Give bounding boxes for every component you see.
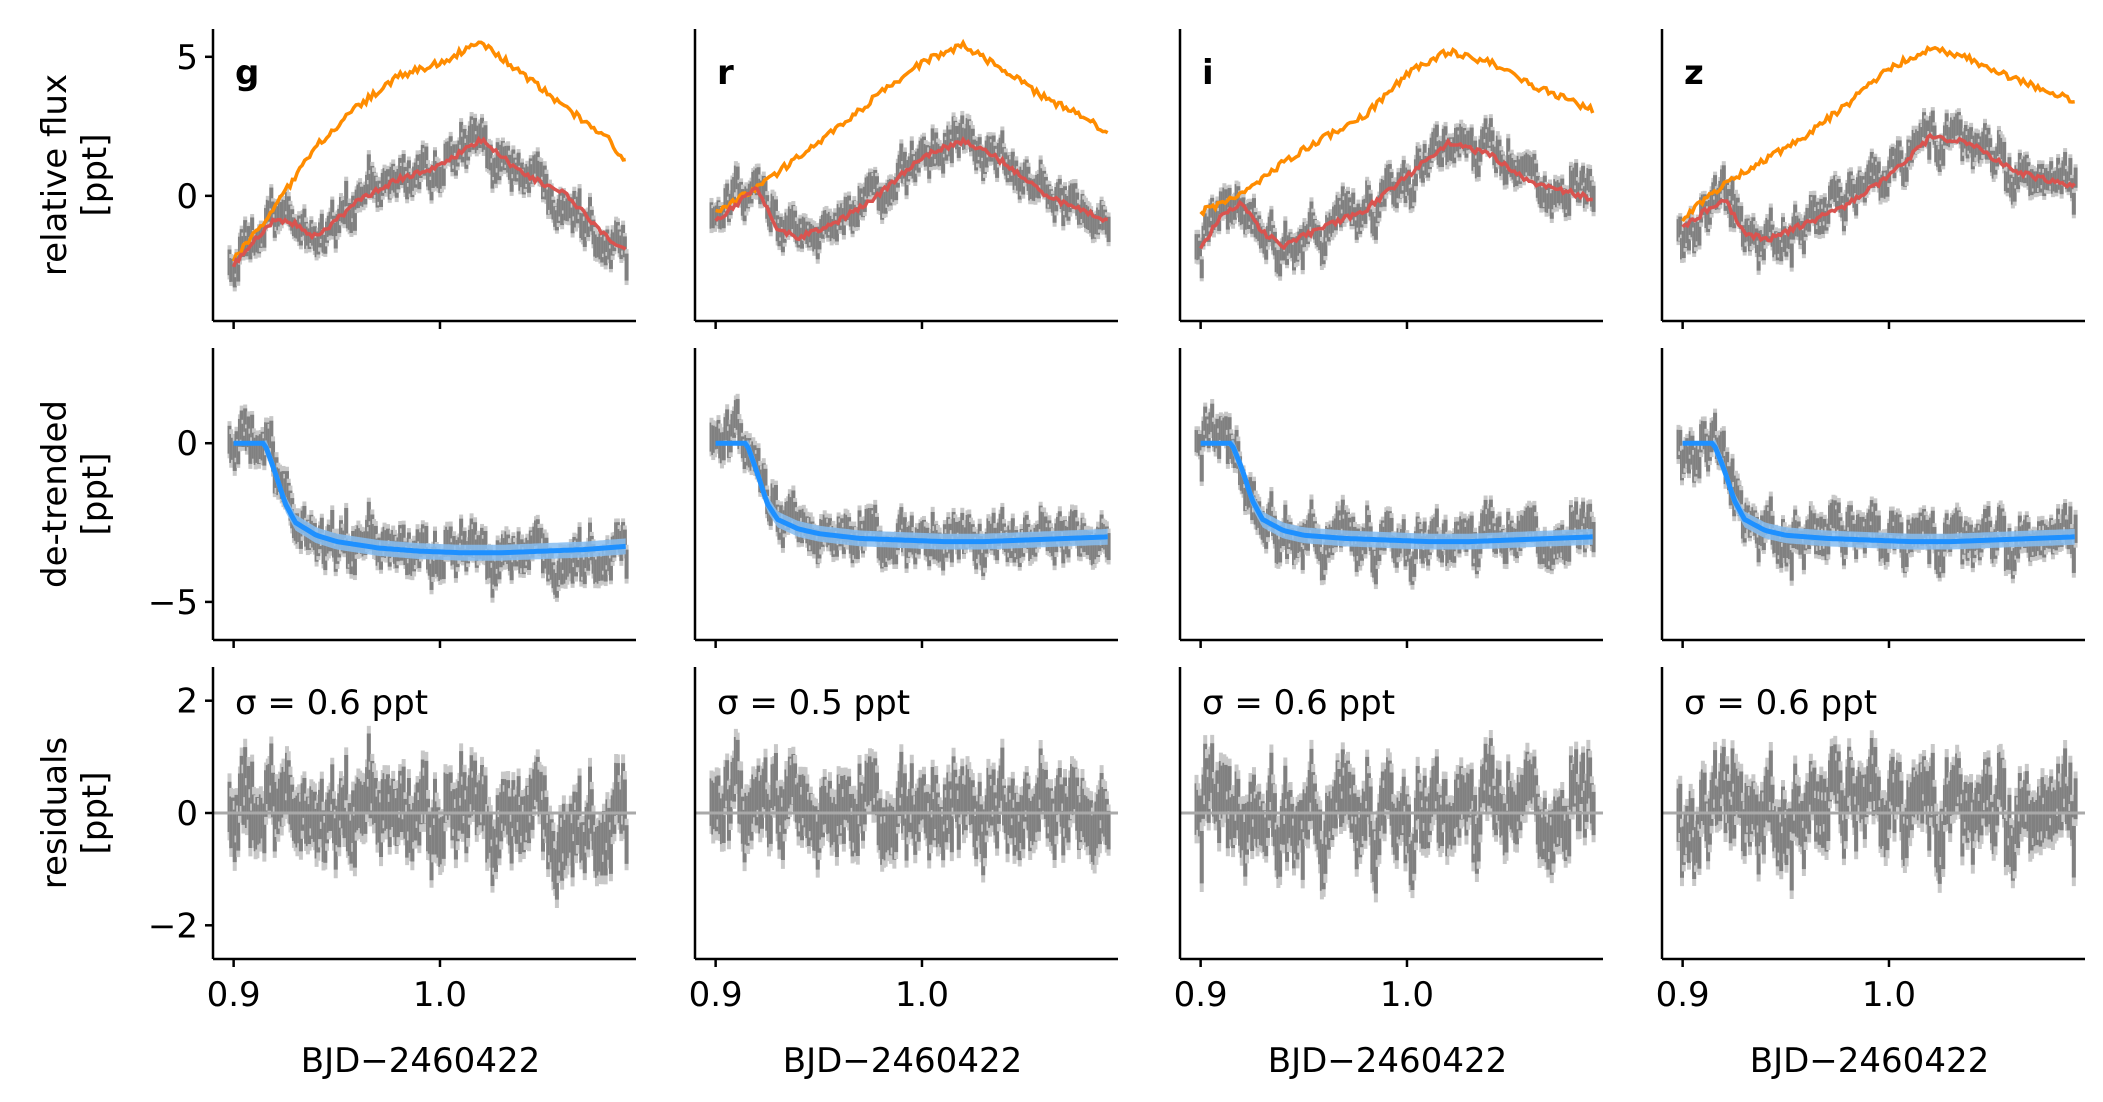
y-axis-label: relative flux	[35, 74, 75, 276]
sigma-label: σ = 0.6 ppt	[235, 683, 428, 723]
x-tick-label: 0.9	[1174, 975, 1228, 1015]
systematics-model-line	[1681, 45, 2075, 223]
panel-residuals-g: σ = 0.6 ppt −2 0 2 residuals [ppt] 0.9 1.0 BJD−2…	[35, 667, 636, 1081]
systematics-model-line	[231, 40, 626, 262]
sigma-label: σ = 0.5 ppt	[717, 683, 910, 723]
y-tick-label: 5	[176, 38, 198, 78]
x-tick-label: 0.9	[689, 975, 743, 1015]
panel-raw-g: 0 5 relative flux [ppt] g	[35, 29, 636, 329]
x-tick-label: 1.0	[1380, 975, 1434, 1015]
transit-model-line	[233, 440, 626, 556]
band-label: z	[1684, 53, 1704, 93]
sigma-label: σ = 0.6 ppt	[1202, 683, 1395, 723]
systematics-model-line	[1199, 46, 1595, 218]
band-label: i	[1202, 53, 1214, 93]
x-tick-label: 1.0	[413, 975, 467, 1015]
x-axis-label: BJD−2460422	[1268, 1041, 1507, 1081]
full-model-line	[1681, 132, 2076, 243]
y-axis-label: de-trended	[35, 400, 75, 588]
transit-model-line	[1200, 440, 1593, 545]
band-label: r	[717, 53, 734, 93]
panel-raw-z: z	[1660, 29, 2085, 329]
panel-raw-i: i	[1178, 29, 1603, 329]
y-tick-label: −2	[148, 906, 198, 946]
transit-model-line	[715, 440, 1108, 545]
panel-detrended-g: −5 0 de-trended [ppt]	[35, 348, 636, 648]
x-axis-label: BJD−2460422	[301, 1041, 540, 1081]
y-axis-label-unit: [ppt]	[75, 133, 115, 216]
panel-detrended-z	[1660, 348, 2085, 648]
y-axis-label-unit: [ppt]	[75, 452, 115, 535]
y-axis-label-unit: [ppt]	[75, 771, 115, 854]
y-tick-label: 0	[176, 177, 198, 217]
x-tick-label: 0.9	[207, 975, 261, 1015]
panel-raw-r: r	[693, 29, 1118, 329]
y-axis-label: residuals	[35, 737, 75, 889]
full-model-line	[714, 135, 1108, 242]
systematics-model-line	[715, 38, 1109, 214]
y-tick-label: 0	[176, 424, 198, 464]
x-axis-label: BJD−2460422	[783, 1041, 1022, 1081]
panel-detrended-r	[693, 348, 1118, 648]
full-model-line	[231, 135, 627, 268]
panel-residuals-r: σ = 0.5 ppt 0.9 1.0 BJD−2460422	[689, 667, 1118, 1081]
panel-detrended-i	[1178, 348, 1603, 648]
y-tick-label: −5	[148, 583, 198, 623]
full-model-line	[1199, 137, 1593, 251]
band-label: g	[235, 53, 259, 93]
panel-residuals-i: σ = 0.6 ppt 0.9 1.0 BJD−2460422	[1174, 667, 1603, 1081]
x-tick-label: 1.0	[895, 975, 949, 1015]
y-tick-label: 2	[176, 682, 198, 722]
y-tick-label: 0	[176, 794, 198, 834]
